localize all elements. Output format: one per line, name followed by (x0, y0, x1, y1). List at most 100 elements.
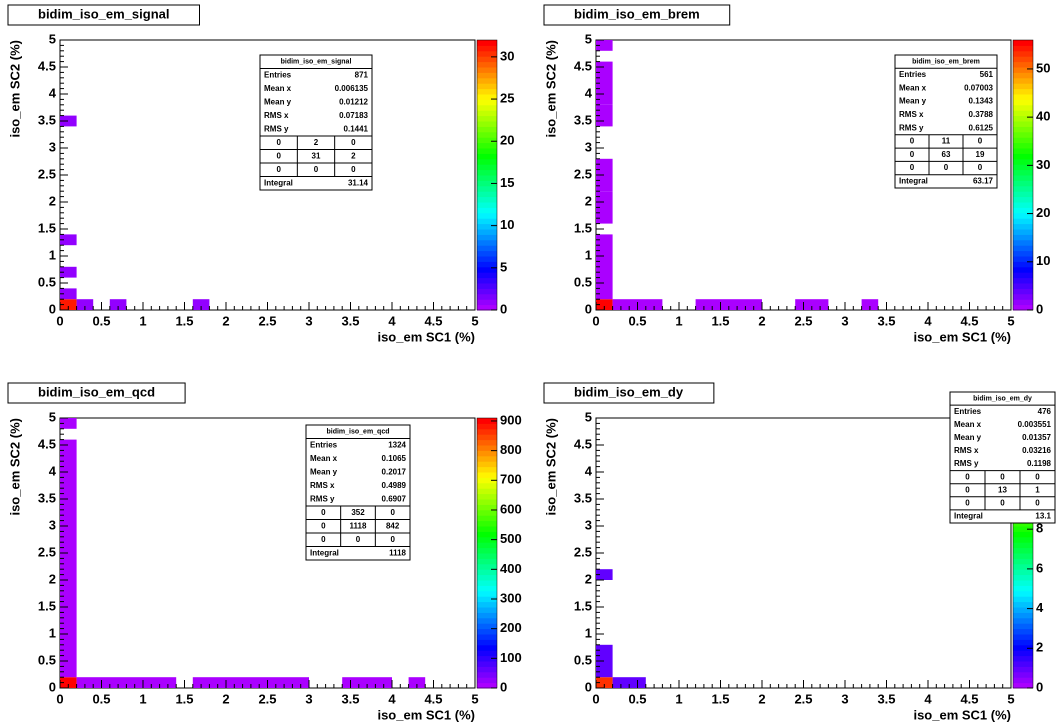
cell (342, 677, 392, 688)
colorbar-band (1013, 40, 1033, 46)
x-tick-label: 4 (924, 313, 932, 328)
z-tick-label: 5 (500, 259, 507, 274)
y-axis-label: iso_em SC2 (%) (543, 418, 558, 516)
colorbar-band (477, 104, 497, 111)
chart-title: bidim_iso_em_dy (574, 384, 684, 399)
stats-table-cell: 0 (1000, 498, 1005, 507)
plot-frame (59, 417, 476, 689)
y-tick-label: 0 (49, 679, 56, 694)
x-tick-label: 3 (841, 313, 848, 328)
stats-label: Integral (264, 178, 293, 187)
z-tick-label: 900 (500, 412, 522, 427)
colorbar-band (1013, 612, 1033, 619)
chart-title: bidim_iso_em_signal (38, 6, 170, 21)
z-tick-label: 40 (1036, 109, 1050, 124)
stats-box (305, 424, 411, 561)
stats-label: Entries (899, 70, 927, 79)
colorbar-band (477, 158, 497, 165)
colorbar-band (1013, 223, 1033, 230)
cell (60, 439, 77, 526)
x-tick-label: 0 (56, 691, 63, 706)
y-tick-label: 2.5 (574, 166, 592, 181)
z-tick-label: 200 (500, 620, 522, 635)
x-tick-label: 1.5 (711, 691, 729, 706)
z-tick-label: 10 (500, 217, 514, 232)
y-tick-label: 3.5 (574, 112, 592, 127)
colorbar-band (1013, 574, 1033, 581)
cell (60, 299, 77, 310)
y-tick-label: 2 (585, 571, 592, 586)
stats-label: Mean y (264, 97, 292, 106)
stats-table-cell: 19 (976, 150, 985, 159)
z-tick-label: 400 (500, 561, 522, 576)
stats-value: 561 (980, 70, 994, 79)
z-tick-label: 2 (1036, 640, 1043, 655)
colorbar-band (1013, 191, 1033, 198)
x-tick-label: 0.5 (628, 691, 646, 706)
cell (408, 677, 426, 688)
colorbar-band (1013, 634, 1033, 640)
stats-value: 0.2017 (382, 467, 407, 476)
x-tick-label: 1 (675, 313, 682, 328)
y-tick-label: 1 (585, 625, 592, 640)
y-axis-label: iso_em SC2 (%) (543, 40, 558, 138)
stats-value: 13.1 (1035, 512, 1051, 521)
y-tick-label: 0 (585, 679, 592, 694)
x-tick-label: 4 (388, 313, 396, 328)
cell (60, 115, 77, 127)
colorbar-band (1013, 94, 1033, 100)
y-tick-label: 2 (49, 571, 56, 586)
colorbar-band (477, 623, 497, 630)
colorbar-band (1013, 142, 1033, 149)
stats-table-cell: 0 (351, 165, 356, 174)
x-tick-label: 1.5 (175, 691, 193, 706)
y-axis-label: iso_em SC2 (%) (7, 418, 22, 516)
x-tick-label: 4.5 (424, 313, 442, 328)
z-tick-label: 300 (500, 590, 522, 605)
stats-value: 0.6125 (969, 123, 994, 132)
x-tick-label: 0 (592, 691, 599, 706)
y-tick-label: 3 (49, 517, 56, 532)
chart-title: bidim_iso_em_brem (574, 6, 700, 21)
y-tick-label: 1 (585, 247, 592, 262)
stats-table-cell: 0 (390, 535, 395, 544)
cell (60, 266, 77, 278)
z-tick-label: 100 (500, 650, 522, 665)
colorbar-band (477, 245, 497, 252)
x-tick-label: 3.5 (877, 313, 895, 328)
colorbar-band (477, 488, 497, 495)
stats-value: 0.1441 (344, 124, 369, 133)
stats-table-cell: 63 (942, 150, 951, 159)
stats-table-cell: 2 (314, 138, 319, 147)
y-tick-label: 2 (49, 193, 56, 208)
x-tick-label: 0.5 (92, 313, 110, 328)
colorbar-band (1013, 536, 1033, 543)
stats-table-cell: 0 (314, 165, 319, 174)
x-axis-label: iso_em SC1 (%) (377, 707, 475, 722)
stats-table-cell: 0 (978, 137, 983, 146)
x-tick-label: 1 (675, 691, 682, 706)
stats-table-cell: 0 (321, 535, 326, 544)
y-tick-label: 1.5 (574, 598, 592, 613)
stats-label: RMS y (310, 494, 335, 503)
x-tick-label: 5 (1007, 313, 1014, 328)
colorbar-band (477, 682, 497, 689)
colorbar-band (477, 261, 497, 268)
colorbar-band (477, 45, 497, 52)
colorbar-band (1013, 202, 1033, 208)
stats-table-cell: 0 (965, 472, 970, 481)
colorbar-band (1013, 110, 1033, 117)
stats-table-cell: 352 (351, 508, 365, 517)
y-tick-label: 4 (49, 85, 57, 100)
colorbar-band (1013, 121, 1033, 127)
colorbar-band (477, 612, 497, 619)
stats-table-cell: 0 (276, 165, 281, 174)
z-tick-label: 30 (500, 48, 514, 63)
colorbar-band (1013, 677, 1033, 684)
stats-value: 1324 (388, 440, 406, 449)
stats-value: 0.01357 (1022, 433, 1051, 442)
colorbar-band (1013, 288, 1033, 295)
stats-table-cell: 2 (351, 151, 356, 160)
y-tick-label: 1.5 (38, 598, 56, 613)
colorbar-band (477, 607, 497, 613)
